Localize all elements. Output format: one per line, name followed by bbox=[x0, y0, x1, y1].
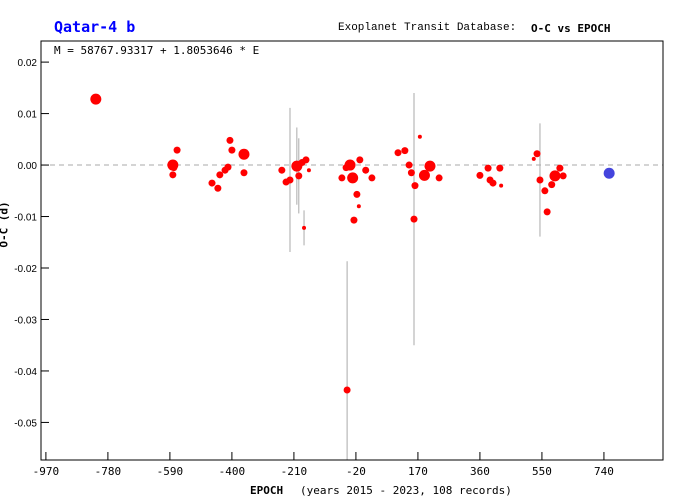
data-point bbox=[226, 136, 234, 144]
subtitle-prefix: Exoplanet Transit Database: bbox=[338, 22, 517, 34]
data-point bbox=[496, 164, 504, 172]
data-point bbox=[543, 208, 551, 216]
y-tick-label: 0.02 bbox=[18, 58, 38, 69]
data-point bbox=[216, 171, 224, 179]
x-tick-label: 740 bbox=[594, 465, 614, 478]
x-tick-label: -400 bbox=[219, 465, 246, 478]
data-point bbox=[342, 164, 350, 172]
x-tick-label: -20 bbox=[346, 465, 366, 478]
x-tick-label: -590 bbox=[157, 465, 184, 478]
data-point bbox=[214, 184, 222, 192]
data-point bbox=[549, 170, 561, 182]
y-tick-label: -0.02 bbox=[14, 264, 37, 275]
data-point bbox=[394, 149, 402, 157]
data-point bbox=[548, 181, 556, 189]
data-point bbox=[278, 166, 286, 174]
data-point bbox=[238, 148, 250, 160]
data-point bbox=[417, 134, 422, 139]
x-tick-label: -970 bbox=[33, 465, 60, 478]
data-point bbox=[435, 174, 443, 182]
data-point bbox=[302, 225, 307, 230]
y-tick-label: -0.04 bbox=[14, 367, 37, 378]
data-point bbox=[541, 187, 549, 195]
x-tick-label: -210 bbox=[281, 465, 308, 478]
data-point bbox=[401, 147, 409, 155]
data-point bbox=[353, 190, 361, 198]
data-point bbox=[499, 183, 504, 188]
data-point bbox=[169, 171, 177, 179]
data-point bbox=[531, 156, 536, 161]
data-point bbox=[424, 160, 436, 172]
data-point bbox=[356, 156, 364, 164]
data-point bbox=[407, 169, 415, 177]
plot-frame bbox=[40, 40, 664, 461]
highlight-point bbox=[603, 167, 615, 179]
data-point bbox=[347, 172, 359, 184]
data-point bbox=[224, 163, 232, 171]
data-point bbox=[343, 386, 351, 394]
data-point bbox=[484, 164, 492, 172]
data-point bbox=[350, 216, 358, 224]
y-tick-label: -0.05 bbox=[14, 418, 37, 429]
data-point bbox=[295, 172, 303, 180]
data-point bbox=[362, 166, 370, 174]
data-point bbox=[228, 146, 236, 154]
data-point bbox=[240, 169, 248, 177]
x-axis-label: EPOCH bbox=[250, 484, 284, 497]
data-point bbox=[556, 164, 564, 172]
data-point bbox=[418, 169, 430, 181]
data-point bbox=[356, 204, 361, 209]
data-point bbox=[489, 179, 497, 187]
data-point bbox=[170, 164, 178, 172]
y-tick-label: -0.01 bbox=[14, 213, 37, 224]
ephemeris-annotation: M = 58767.93317 + 1.8053646 * E bbox=[54, 44, 260, 57]
data-point bbox=[208, 179, 216, 187]
data-point bbox=[286, 176, 294, 184]
subtitle: O-C vs EPOCH bbox=[531, 22, 611, 35]
data-point bbox=[338, 174, 346, 182]
x-tick-label: -780 bbox=[95, 465, 122, 478]
data-point bbox=[368, 174, 376, 182]
y-tick-label: 0.01 bbox=[18, 110, 38, 121]
data-point bbox=[411, 182, 419, 190]
data-point bbox=[90, 93, 102, 105]
x-tick-label: 360 bbox=[470, 465, 490, 478]
x-tick-label: 170 bbox=[408, 465, 428, 478]
data-point bbox=[536, 176, 544, 184]
data-point bbox=[306, 168, 311, 173]
data-point bbox=[533, 150, 541, 158]
data-point bbox=[410, 215, 418, 223]
y-tick-label: -0.03 bbox=[14, 315, 37, 326]
data-point bbox=[405, 161, 413, 169]
x-axis-note: (years 2015 - 2023, 108 records) bbox=[300, 484, 512, 497]
chart-title: Qatar-4 b bbox=[54, 18, 136, 36]
data-point bbox=[559, 172, 567, 180]
y-tick-label: 0.00 bbox=[18, 161, 38, 172]
data-point bbox=[476, 171, 484, 179]
data-point bbox=[173, 146, 181, 154]
x-tick-label: 550 bbox=[532, 465, 552, 478]
data-point bbox=[302, 156, 310, 164]
